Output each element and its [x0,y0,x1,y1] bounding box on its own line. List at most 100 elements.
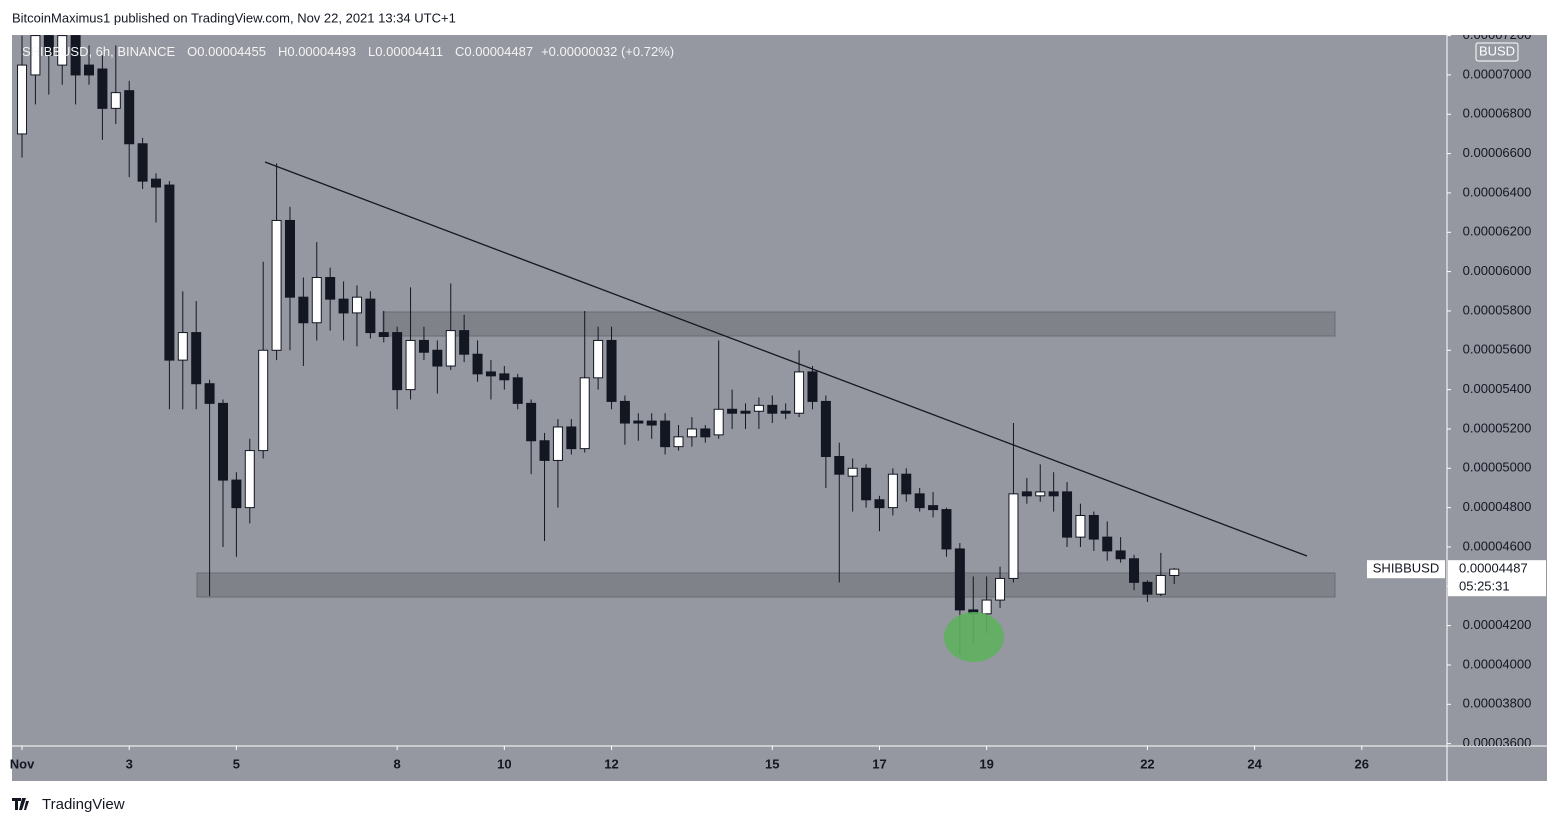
candle-down [217,402,228,481]
candle-up [686,428,697,438]
candle-down [941,509,952,550]
y-tick-label: 0.00006600 [1463,145,1532,160]
candle-down [1062,491,1073,538]
candle-down [1102,536,1113,552]
y-tick-label: 0.00004000 [1463,656,1532,671]
candle-down [1088,514,1099,540]
y-tick-label: 0.00006800 [1463,106,1532,121]
y-tick-label: 0.00004600 [1463,538,1532,553]
symbol-label: SHIBBUSD [1373,561,1439,576]
x-tick-label: 19 [979,756,993,771]
y-tick-label: 0.00007200 [1463,27,1532,42]
x-tick-label: 12 [604,756,618,771]
y-tick-label: 0.00004200 [1463,617,1532,632]
candle-down [97,68,108,109]
x-tick-label: Nov [10,756,35,771]
plot-area [17,35,1336,662]
candle-down [633,420,644,424]
candle-down [740,410,751,414]
candle-up [847,467,858,477]
candle-down [780,410,791,414]
currency-box [1475,42,1519,62]
candle-up [753,404,764,412]
candle-up [579,377,590,450]
candle-down [767,404,778,414]
candle-up [713,408,724,436]
candle-down [646,420,657,426]
x-tick-label: 3 [126,756,133,771]
legend-key: L [368,44,375,59]
legend-key: H [278,44,287,59]
candle-up [981,599,992,615]
candle-down [619,400,630,424]
y-tick-label: 0.00007000 [1463,66,1532,81]
candle-down [392,332,403,391]
legend-symbol: SHIBBUSD, 6h, BINANCE [22,44,175,59]
highlight-circle [944,612,1004,662]
candle-down [526,402,537,442]
candle-down [459,330,470,355]
legend-value: 0.00004493 [287,44,356,59]
candle-up [794,371,805,414]
candle-down [727,408,738,414]
candle-down [124,90,135,145]
candle-down [861,467,872,501]
candle-up [311,277,322,324]
legend: SHIBBUSD, 6h, BINANCE O0.00004455 H0.00004… [22,44,674,59]
candle-up [351,296,362,314]
candle-up [177,332,188,361]
candle-up [30,35,41,76]
candle-down [365,298,376,334]
candle-up [445,330,456,367]
y-tick-label: 0.00005400 [1463,381,1532,396]
candle-down [1048,491,1059,497]
y-tick-label: 0.00006200 [1463,224,1532,239]
symbol-tag [1367,560,1445,579]
candle-down [954,548,965,611]
x-tick-label: 5 [233,756,240,771]
legend-value: 0.00004487 [464,44,533,59]
candle-down [512,377,523,404]
candle-down [539,440,550,461]
y-tick-label: 0.00003800 [1463,696,1532,711]
candle-down [231,479,242,509]
x-tick-label: 15 [765,756,779,771]
candle-down [499,373,510,381]
chart-background [12,35,1547,781]
candle-down [834,455,845,475]
candle-down [874,499,885,509]
candle-down [1021,491,1032,497]
candle-down [820,400,831,457]
candle-down [485,371,496,377]
resistance-zone [382,311,1336,337]
x-tick-label: 26 [1355,756,1369,771]
x-tick-label: 24 [1247,756,1262,771]
candle-down [914,493,925,509]
candle-down [378,332,389,338]
candle-down [191,332,202,385]
candle-down [807,371,818,402]
legend-key: C [455,44,464,59]
y-tick-label: 0.00005200 [1463,420,1532,435]
candle-up [405,339,416,391]
legend-value: 0.00004455 [197,44,266,59]
candle-down [298,296,309,324]
candle-up [1035,491,1046,497]
time-axis: Nov 3 5 8 10 12 15 17 19 22 24 26 [10,746,1369,771]
y-tick-label: 0.00004800 [1463,499,1532,514]
candle-down [432,349,443,367]
last-price: 0.00004487 [1459,561,1528,576]
footer-logo [12,798,29,810]
candle-up [17,64,28,135]
trend-line [264,161,1308,557]
currency: BUSD [1479,43,1515,58]
x-tick-label: 8 [394,756,401,771]
candle-down [137,143,148,182]
candle-down [204,383,215,404]
candle-down [70,35,81,76]
candle-up [995,577,1006,601]
candle-down [472,353,483,375]
legend-change: +0.00000032 (+0.72%) [541,44,674,59]
